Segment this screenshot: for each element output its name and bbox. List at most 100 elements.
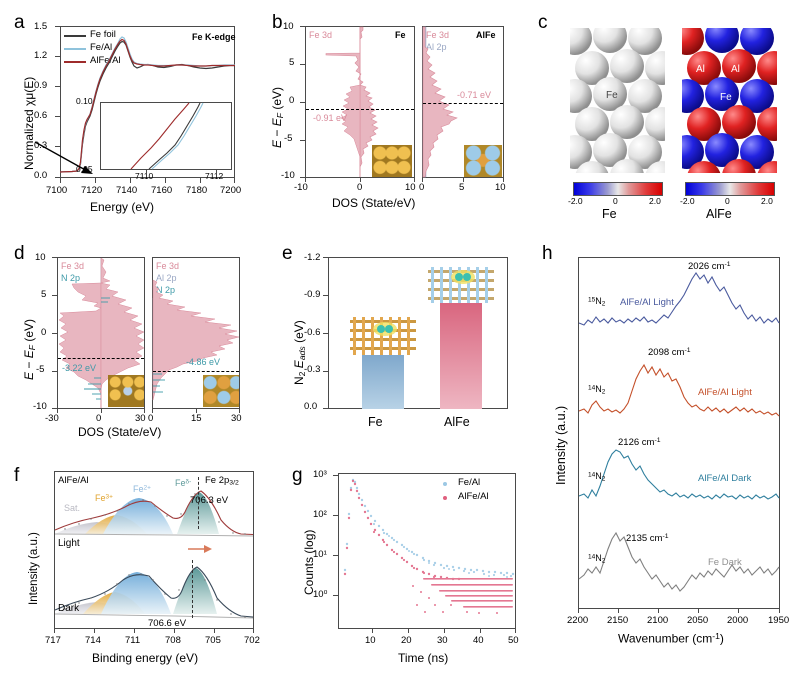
legend-swatch-fe-al bbox=[64, 48, 86, 50]
panel-d-left-series-label: N 2p bbox=[61, 273, 81, 283]
panel-b-right-xtick: 0 bbox=[419, 182, 425, 193]
svg-text:Al: Al bbox=[696, 64, 705, 75]
panel-f-xtick: 717 bbox=[45, 635, 61, 646]
panel-g-legend-label-alfe-al: AlFe/Al bbox=[458, 491, 489, 502]
panel-e-cat-label-alfe: AlFe bbox=[444, 415, 470, 429]
panel-b-xlabel: DOS (State/eV) bbox=[332, 196, 416, 210]
panel-h-label: h bbox=[542, 243, 553, 264]
panel-e-cat-label-fe: Fe bbox=[368, 415, 383, 429]
panel-c: c Fe -2.0 0 2.0 Fe bbox=[510, 0, 800, 232]
panel-d-left-dos bbox=[58, 257, 145, 408]
panel-h-xtick: 2050 bbox=[687, 615, 709, 626]
panel-d-right-xtick: 15 bbox=[191, 413, 202, 424]
panel-d-ytick: -10 bbox=[33, 401, 47, 412]
panel-h-isotope-4: 14N2 bbox=[588, 553, 606, 565]
panel-f-marker-light bbox=[198, 477, 199, 529]
panel-g-ytick: 10⁰ bbox=[313, 589, 328, 600]
panel-f-component-sat: Sat. bbox=[64, 503, 81, 513]
panel-b-left-dband-label: -0.91 eV bbox=[313, 113, 348, 123]
panel-d-left-marker-line bbox=[58, 358, 144, 359]
panel-f-shift-arrow-icon bbox=[188, 545, 212, 553]
legend-swatch-alfe-al bbox=[64, 61, 86, 63]
panel-h-isotope-1: 15N2 bbox=[588, 296, 606, 308]
panel-a-zoom-arrow-icon bbox=[34, 141, 93, 174]
panel-b-left-dband-line bbox=[306, 109, 414, 110]
panel-e-bar-fe bbox=[362, 355, 404, 409]
panel-h-xtick: 2000 bbox=[727, 615, 749, 626]
panel-b-right-xtick: 5 bbox=[459, 182, 465, 193]
panel-c-map-name-fe: Fe bbox=[602, 207, 617, 221]
panel-a-inset-ytick: 0.10 bbox=[76, 96, 93, 106]
panel-d-ylabel: E − EF (eV) bbox=[22, 318, 37, 380]
panel-f-marker-dark bbox=[192, 560, 193, 618]
panel-b-right-corner: AlFe bbox=[476, 30, 496, 40]
svg-text:Al: Al bbox=[731, 64, 740, 75]
panel-h-name-3: AlFe/Al Dark bbox=[698, 473, 752, 484]
panel-c-cb-tick: -2.0 bbox=[568, 196, 583, 206]
panel-d-ytick: 0 bbox=[41, 327, 47, 338]
panel-d-left-marker-label: -3.22 eV bbox=[62, 363, 97, 373]
legend-label-fe-al: Fe/Al bbox=[90, 42, 113, 53]
panel-g-xtick: 50 bbox=[508, 635, 519, 646]
panel-d-left-xtick: 0 bbox=[96, 413, 102, 424]
panel-c-map-fe: Fe bbox=[570, 28, 665, 173]
panel-h-xtick: 2200 bbox=[567, 615, 589, 626]
panel-d-left-xtick: -30 bbox=[45, 413, 59, 424]
panel-a-ytick: 0.9 bbox=[34, 80, 48, 91]
panel-a-xtick: 7100 bbox=[46, 185, 68, 196]
panel-b-left-corner: Fe bbox=[395, 30, 406, 40]
panel-h-peak-2: 2098 cm-1 bbox=[648, 347, 691, 358]
panel-c-cb-tick: -2.0 bbox=[680, 196, 695, 206]
panel-b-left-xtick: -10 bbox=[294, 182, 308, 193]
panel-g-xtick: 20 bbox=[401, 635, 412, 646]
panel-d-right-xtick: 30 bbox=[231, 413, 242, 424]
panel-f-label: f bbox=[14, 465, 20, 486]
panel-a-inset-axes bbox=[100, 102, 232, 170]
panel-h-peak-1: 2026 cm-1 bbox=[688, 261, 731, 272]
panel-f-condition-light: Light bbox=[58, 538, 80, 549]
panel-e-ylabel: N2 Eads (eV) bbox=[292, 320, 307, 385]
panel-h-name-4: Fe Dark bbox=[708, 557, 742, 568]
panel-a-xtick: 7180 bbox=[186, 185, 208, 196]
panel-h-spectrum-1 bbox=[578, 272, 780, 326]
panel-g-ylabel: Counts (log) bbox=[302, 529, 316, 595]
panel-b-left-xtick: 0 bbox=[357, 182, 363, 193]
panel-h-xtick: 1950 bbox=[768, 615, 790, 626]
panel-e: e -1.2 -0.9 -0.6 -0.3 0.0 N2 Eads (eV) F… bbox=[262, 235, 528, 455]
panel-f-peak-light: 706.3 eV bbox=[190, 495, 229, 506]
panel-g-legend-dot-fe-al bbox=[443, 482, 447, 486]
panel-c-cb-tick: 2.0 bbox=[761, 196, 773, 206]
panel-b-ytick: 0 bbox=[289, 95, 295, 106]
panel-a-xlabel: Energy (eV) bbox=[90, 200, 155, 214]
panel-a-xtick: 7120 bbox=[81, 185, 103, 196]
panel-g-xlabel: Time (ns) bbox=[398, 651, 449, 665]
panel-f-xtick: 714 bbox=[85, 635, 101, 646]
panel-g-xtick: 40 bbox=[473, 635, 484, 646]
panel-c-cb-tick: 0 bbox=[613, 196, 618, 206]
panel-a: a 1.5 1.2 0.9 0.6 0.3 0.0 7100 7120 7140… bbox=[0, 0, 250, 232]
panel-b-ytick: -10 bbox=[281, 170, 295, 181]
panel-g-xtick: 30 bbox=[437, 635, 448, 646]
panel-a-xtick: 7140 bbox=[116, 185, 138, 196]
panel-h-ylabel: Intensity (a.u.) bbox=[554, 405, 568, 485]
panel-h-name-1: AlFe/Al Light bbox=[620, 297, 674, 308]
legend-label-fe-foil: Fe foil bbox=[90, 29, 116, 40]
panel-a-ytick: 0.6 bbox=[34, 110, 48, 121]
panel-g-xtick: 10 bbox=[365, 635, 376, 646]
panel-b-label: b bbox=[272, 12, 283, 33]
panel-d-right-marker-label: -4.86 eV bbox=[186, 357, 221, 367]
panel-b-right-structure-inset bbox=[464, 145, 502, 177]
panel-e-ytick: -0.3 bbox=[304, 364, 321, 375]
panel-e-bar-alfe bbox=[440, 303, 482, 409]
panel-d-ytick: 10 bbox=[35, 252, 46, 263]
panel-d-left-series-label: Fe 3d bbox=[61, 261, 85, 271]
panel-b-right-series-label: Al 2p bbox=[426, 42, 447, 52]
panel-b-right-dband-label: -0.71 eV bbox=[457, 90, 492, 100]
panel-f-xtick: 705 bbox=[205, 635, 221, 646]
panel-b-right-series-label: Fe 3d bbox=[426, 30, 450, 40]
panel-b-ytick: 10 bbox=[283, 21, 294, 32]
panel-f-component-fe2: Fe2+ bbox=[133, 484, 151, 494]
panel-a-curves bbox=[59, 36, 235, 173]
panel-b-left-xtick: 10 bbox=[405, 182, 416, 193]
panel-f-dark-spectrum bbox=[54, 566, 254, 619]
